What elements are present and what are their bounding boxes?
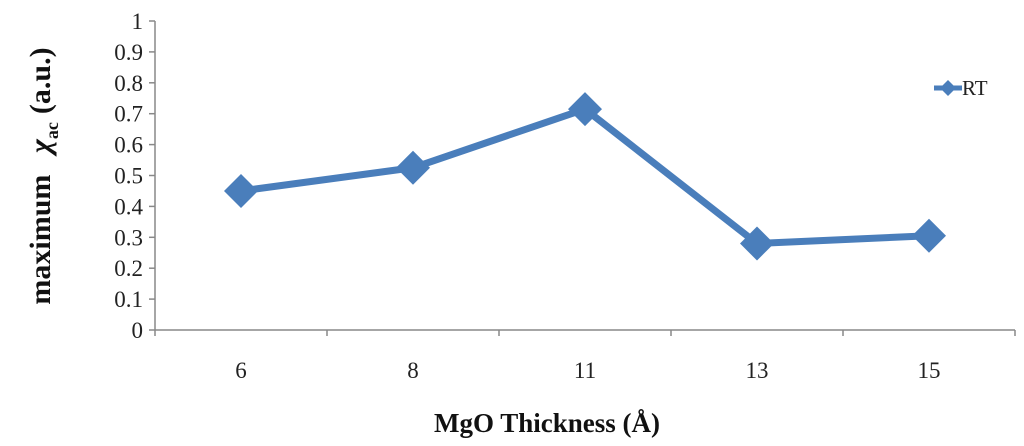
- legend: RT: [934, 76, 988, 100]
- y-tick-label: 0.6: [114, 133, 143, 158]
- y-tick-label: 0: [132, 318, 144, 343]
- data-point: [912, 218, 946, 253]
- data-point: [396, 150, 430, 185]
- y-tick-label: 0.2: [114, 256, 143, 281]
- y-tick-label: 0.1: [114, 287, 143, 312]
- y-axis-title-symbol: χ: [24, 138, 57, 157]
- data-point: [568, 92, 602, 127]
- legend-label: RT: [962, 76, 988, 100]
- x-tick-label: 15: [918, 358, 941, 383]
- y-axis-title-subscript: ac: [42, 122, 62, 139]
- x-tick-label: 11: [574, 358, 596, 383]
- y-tick-label: 0.4: [114, 194, 143, 219]
- plot-area: [224, 92, 946, 261]
- y-tick-label: 0.5: [114, 164, 143, 189]
- x-axis-title: MgO Thickness (Å): [434, 408, 660, 438]
- y-axis-title: maximum χac (a.u.): [24, 47, 62, 304]
- data-point: [740, 226, 774, 261]
- legend-marker: [940, 80, 956, 96]
- y-axis-title-prefix: maximum: [24, 175, 57, 305]
- x-tick-label: 13: [746, 358, 769, 383]
- y-tick-label: 0.3: [114, 225, 143, 250]
- x-ticks: 6 8 11 13 15: [154, 330, 1016, 383]
- series-line-RT: [240, 105, 930, 247]
- y-tick-label: 0.9: [114, 40, 143, 65]
- y-ticks: 0 0.1 0.2 0.3 0.4 0.5 0.6 0.7 0.8 0.9 1: [114, 9, 155, 343]
- y-tick-label: 0.7: [114, 102, 143, 127]
- axes: 0 0.1 0.2 0.3 0.4 0.5 0.6 0.7 0.8 0.9 1 6 8 11 13 15: [114, 9, 1016, 383]
- data-point: [224, 173, 258, 208]
- x-tick-label: 8: [407, 358, 419, 383]
- y-tick-label: 1: [132, 9, 144, 34]
- y-tick-label: 0.8: [114, 71, 143, 96]
- x-tick-label: 6: [235, 358, 247, 383]
- y-axis-title-suffix: (a.u.): [24, 47, 57, 114]
